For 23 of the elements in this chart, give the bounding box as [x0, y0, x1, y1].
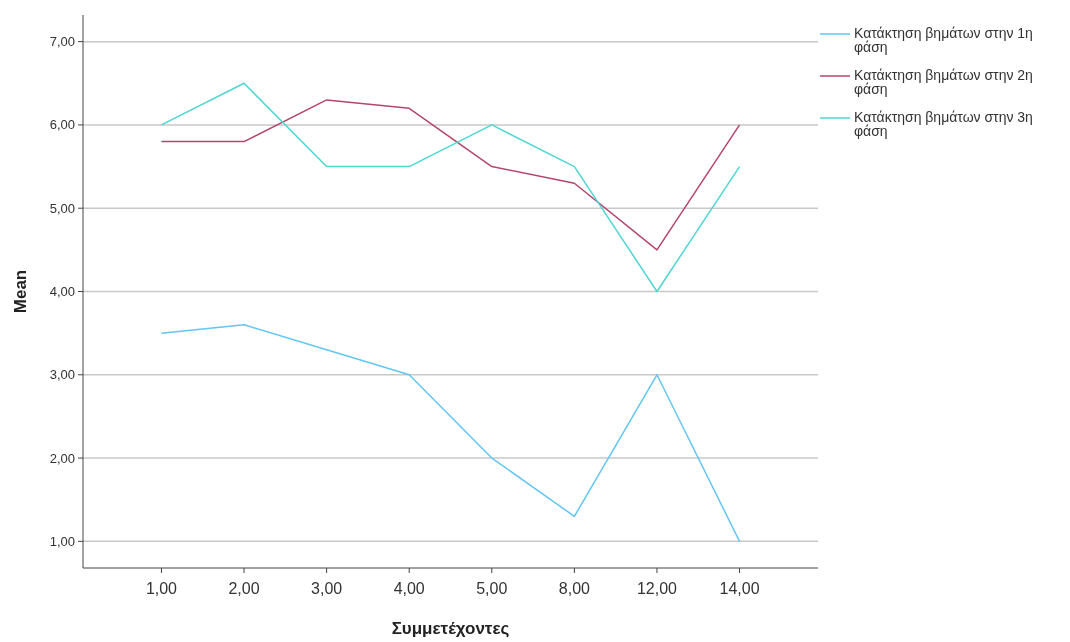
- legend-label: Κατάκτηση βημάτων στην 2η φάση: [854, 66, 1033, 97]
- x-tick-label: 8,00: [558, 580, 591, 597]
- y-tick-label: 1,00: [49, 533, 75, 549]
- x-tick-label: 2,00: [228, 580, 260, 597]
- legend-label: Κατάκτηση βημάτων στην 3η φάση: [854, 108, 1033, 139]
- y-tick-label: 5,00: [49, 200, 75, 216]
- y-tick-label: 6,00: [49, 117, 75, 133]
- line-series: [160, 82, 741, 293]
- x-axis-title: Συμμετέχοντες: [391, 619, 510, 638]
- y-tick-label: 7,00: [49, 34, 75, 50]
- x-tick-label: 12,00: [636, 580, 678, 597]
- x-tick-label: 3,00: [311, 580, 343, 597]
- legend-label: Κατάκτηση βημάτων στην 1η φάση: [854, 24, 1033, 55]
- x-tick-label: 4,00: [393, 580, 425, 597]
- x-tick-label: 1,00: [145, 580, 178, 597]
- y-tick-label: 3,00: [49, 367, 75, 383]
- y-tick-label: 2,00: [49, 450, 75, 466]
- x-tick-label: 14,00: [719, 580, 760, 597]
- y-tick-label: 4,00: [49, 284, 75, 300]
- x-tick-label: 5,00: [476, 580, 508, 597]
- y-axis-title: Mean: [11, 269, 30, 314]
- line-series: [160, 99, 741, 251]
- line-series: [160, 324, 741, 543]
